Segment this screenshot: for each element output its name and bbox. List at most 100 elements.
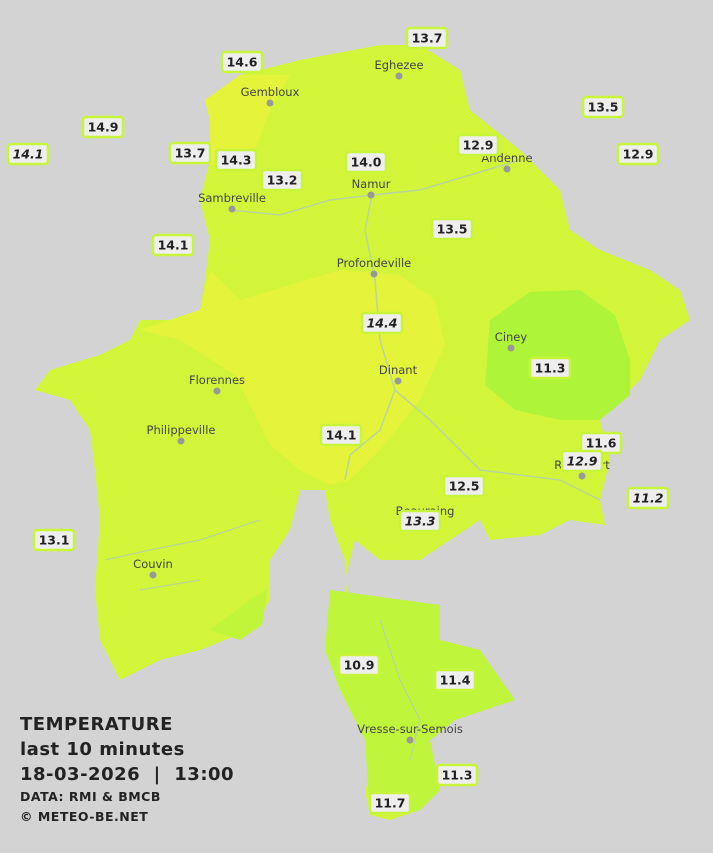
station-box — [581, 95, 625, 119]
station-box — [626, 486, 670, 510]
station-box — [456, 133, 500, 157]
station-box — [442, 474, 486, 498]
city-name: Dinant — [379, 363, 418, 377]
legend: TEMPERATURE last 10 minutes 18-03-2026 |… — [20, 712, 234, 827]
station-value: 11.2 — [633, 491, 664, 506]
station-value: 14.4 — [367, 316, 398, 331]
station: 13.7 — [405, 26, 449, 50]
station-box — [260, 168, 304, 192]
station-box — [560, 449, 604, 473]
station-value: 14.6 — [227, 55, 258, 70]
stations: 13.7 14.6 13.5 14.9 12.9 12.9 14.1 13.7 14.3 14.0… — [6, 26, 670, 815]
station: 13.5 — [581, 95, 625, 119]
station: 13.7 — [168, 141, 212, 165]
station: 13.2 — [260, 168, 304, 192]
station-value: 13.1 — [39, 533, 70, 548]
station-value: 14.1 — [158, 238, 189, 253]
station: 14.4 — [360, 311, 404, 335]
river — [104, 519, 421, 761]
station: 11.4 — [433, 668, 477, 692]
station-value: 10.9 — [344, 658, 375, 673]
station-box — [430, 217, 474, 241]
station-box — [319, 423, 363, 447]
station-value: 11.4 — [440, 673, 471, 688]
legend-source: DATA: RMI & BMCB — [20, 789, 161, 804]
station-box — [151, 233, 195, 257]
station: 14.1 — [151, 233, 195, 257]
station-box — [81, 115, 125, 139]
station-value: 14.9 — [88, 120, 119, 135]
station-value: 11.3 — [535, 361, 566, 376]
station-box — [32, 528, 76, 552]
city-name: Vresse-sur-Semois — [357, 722, 463, 736]
city-dot — [370, 270, 378, 278]
station: 14.9 — [81, 115, 125, 139]
station-box — [528, 356, 572, 380]
station-box — [6, 142, 50, 166]
city-name: Profondeville — [337, 256, 411, 270]
station-value: 12.5 — [449, 479, 480, 494]
station: 11.2 — [626, 486, 670, 510]
cool-zone — [210, 588, 268, 640]
cities: EghezeeGemblouxAndenneNamurSambrevillePr… — [133, 58, 610, 744]
station-value: 11.7 — [375, 796, 406, 811]
city-name: Florennes — [189, 373, 245, 387]
city-name: Couvin — [133, 557, 173, 571]
station-box — [398, 509, 442, 533]
cool-zone — [485, 290, 630, 420]
station-value: 13.7 — [412, 31, 443, 46]
legend-copyright: © METEO-BE.NET — [20, 809, 149, 824]
station: 13.1 — [32, 528, 76, 552]
city-dot — [395, 72, 403, 80]
station-box — [344, 150, 388, 174]
legend-title: TEMPERATURE — [20, 714, 173, 735]
station: 12.9 — [560, 449, 604, 473]
station: 11.3 — [435, 763, 479, 787]
station: 14.0 — [344, 150, 388, 174]
station-box — [405, 26, 449, 50]
station-value: 13.7 — [175, 146, 206, 161]
city-dot — [503, 165, 511, 173]
station: 14.1 — [319, 423, 363, 447]
station-value: 14.1 — [326, 428, 357, 443]
city-dot — [228, 205, 236, 213]
station-value: 13.5 — [588, 100, 619, 115]
station-value: 14.3 — [221, 153, 252, 168]
station: 11.3 — [528, 356, 572, 380]
station-box — [214, 148, 258, 172]
station-box — [433, 668, 477, 692]
city-dot — [213, 387, 221, 395]
city-dot — [149, 571, 157, 579]
station: 12.9 — [616, 142, 660, 166]
station-box — [360, 311, 404, 335]
legend-period: last 10 minutes — [20, 739, 185, 760]
station: 10.9 — [337, 653, 381, 677]
station-value: 13.5 — [437, 222, 468, 237]
station: 13.3 — [398, 509, 442, 533]
station: 14.6 — [220, 50, 264, 74]
station: 12.9 — [456, 133, 500, 157]
station-box — [168, 141, 212, 165]
city-name: Eghezee — [374, 58, 423, 72]
legend-datetime: 18-03-2026 | 13:00 — [20, 764, 235, 785]
city-dot — [394, 377, 402, 385]
station-value: 12.9 — [567, 454, 598, 469]
cool-zone — [325, 590, 515, 815]
station-value: 11.3 — [442, 768, 473, 783]
city-dot — [177, 437, 185, 445]
province — [35, 45, 690, 820]
station: 14.1 — [6, 142, 50, 166]
station-value: 11.6 — [586, 436, 617, 451]
city-dot — [367, 191, 375, 199]
city-name: Ciney — [495, 330, 528, 344]
station-value: 12.9 — [463, 138, 494, 153]
station: 13.5 — [430, 217, 474, 241]
station: 14.3 — [214, 148, 258, 172]
city-dot — [507, 344, 515, 352]
station-value: 14.0 — [351, 155, 382, 170]
city-dot — [406, 736, 414, 744]
city-name: Gembloux — [241, 85, 300, 99]
station-value: 13.3 — [405, 514, 436, 529]
station-box — [435, 763, 479, 787]
